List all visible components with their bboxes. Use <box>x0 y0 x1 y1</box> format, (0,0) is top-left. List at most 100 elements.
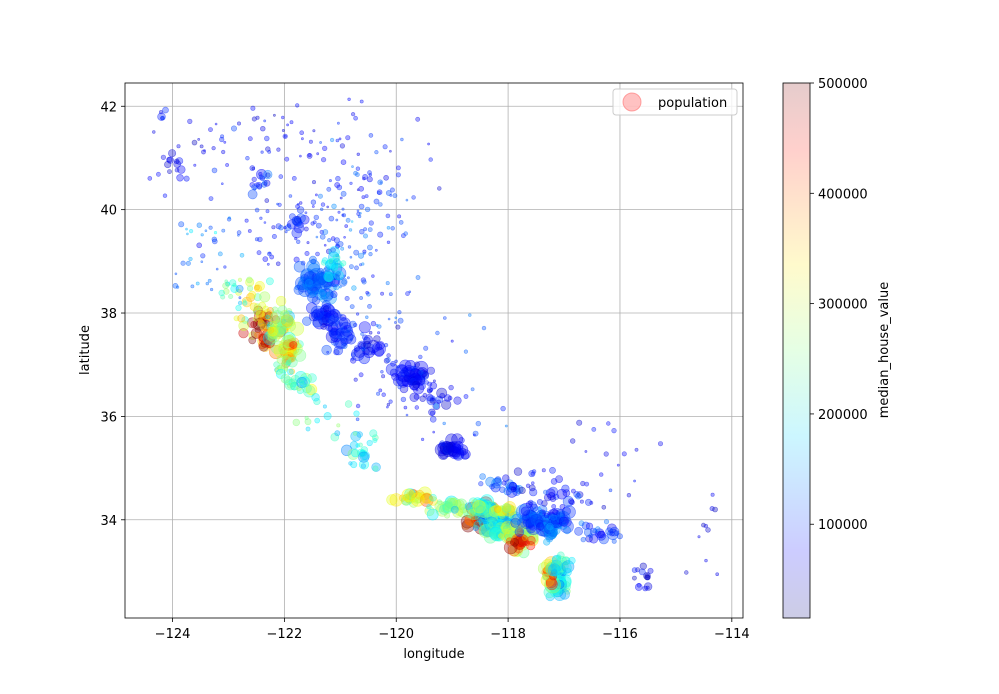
scatter-point-north-valley <box>315 251 320 257</box>
scatter-point-foothills <box>360 332 364 336</box>
scatter-point-north-valley <box>271 234 277 240</box>
colorbar-ticks: 100000 200000 300000 400000 500000 <box>810 77 868 533</box>
scatter-point-high-desert <box>531 481 535 485</box>
scatter-point-san-fernando-valley <box>474 501 489 515</box>
scatter-point-north-coast <box>162 193 168 198</box>
scatter-point-sacramento <box>333 284 340 291</box>
scatter-point-sacramento-suburbs <box>321 257 329 264</box>
scatter-point-san-fernando-valley <box>472 500 486 514</box>
scatter-point-central-valley-scatter <box>386 402 391 407</box>
scatter-point-antelope-valley <box>506 486 518 498</box>
scatter-point-central-valley-scatter <box>395 324 401 330</box>
scatter-point-slo-coast <box>348 461 353 466</box>
scatter-point-redding <box>259 175 266 182</box>
scatter-point-sierra-north <box>390 226 395 231</box>
scatter-point-palm-springs <box>603 519 610 525</box>
scatter-point-far-north <box>193 163 197 167</box>
scatter-point-northeast <box>286 123 290 127</box>
scatter-point-far-north <box>201 149 206 155</box>
scatter-point-central-valley-scatter <box>380 370 384 374</box>
scatter-point-sierra-north <box>400 233 406 239</box>
scatter-point-escondido <box>559 561 572 575</box>
scatter-point-riverside <box>550 513 557 521</box>
scatter-point-north-valley <box>276 202 279 206</box>
scatter-point-far-north <box>272 113 276 117</box>
scatter-point-east-bay <box>280 310 290 320</box>
scatter-point-northeast <box>368 173 372 177</box>
scatter-point-visalia <box>429 415 437 423</box>
scatter-point-far-north <box>289 120 294 125</box>
scatter-point-high-desert <box>573 491 581 498</box>
scatter-point-far-north <box>237 121 242 126</box>
colorbar-label: median_house_value <box>877 282 892 418</box>
scatter-point-san-bernardino <box>545 488 556 499</box>
scatter-point-foothills <box>350 352 356 358</box>
scatter-point-east-bay <box>276 322 283 328</box>
scatter-point-central-valley-scatter <box>410 365 416 371</box>
scatter-point-monterey <box>296 377 308 389</box>
scatter-point-merced <box>363 340 371 349</box>
scatter-point-redding <box>255 182 263 189</box>
scatter-point-north-valley <box>256 250 262 256</box>
x-axis-ticks: −124 −122 −120 −118 −116 −114 <box>155 618 750 642</box>
scatter-point-far-north <box>245 156 250 161</box>
scatter-point-far-north <box>211 146 216 151</box>
scatter-point-northeast <box>428 157 433 162</box>
scatter-point-foothills <box>370 320 377 327</box>
scatter-point-eastern-sierra <box>463 394 469 399</box>
scatter-point-high-desert <box>543 493 552 502</box>
scatter-points <box>147 97 720 602</box>
scatter-point-sacramento <box>306 259 320 274</box>
colorbar-frame <box>782 82 811 619</box>
scatter-point-mojave <box>616 463 620 467</box>
scatter-point-eastern-sierra <box>450 339 454 343</box>
scatter-point-foothills <box>353 322 358 328</box>
scatter-point-foothills <box>361 347 366 352</box>
scatter-point-high-desert <box>508 482 517 491</box>
scatter-point-imperial <box>647 567 654 574</box>
scatter-point-sierra-north <box>377 179 384 186</box>
scatter-point-foothills <box>344 295 350 301</box>
scatter-point-blythe-needles <box>710 492 715 497</box>
scatter-point-san-bernardino <box>562 506 571 516</box>
scatter-point-modesto <box>325 324 333 332</box>
scatter-point-far-north <box>351 112 356 117</box>
scatter-point-mojave <box>634 447 639 452</box>
scatter-point-mendocino <box>238 296 242 300</box>
scatter-point-sierra-north <box>343 236 346 239</box>
scatter-point-mendocino <box>212 238 218 245</box>
scatter-point-pasadena <box>494 505 502 514</box>
scatter-point-far-north <box>247 136 253 142</box>
scatter-point-sf-bay-peninsula <box>258 318 264 324</box>
scatter-point-far-north <box>260 125 266 132</box>
scatter-point-foothills <box>377 324 382 329</box>
scatter-point-mendocino <box>211 236 218 243</box>
scatter-point-mojave <box>551 504 557 509</box>
scatter-point-sierra-north <box>347 245 352 249</box>
scatter-point-sonoma <box>222 282 229 290</box>
scatter-point-far-north <box>187 118 193 124</box>
scatter-point-ventura-oxnard <box>444 512 451 519</box>
scatter-point-sacramento <box>304 278 313 287</box>
scatter-point-long-beach <box>488 522 494 528</box>
scatter-point-blythe-needles <box>705 527 711 533</box>
scatter-point-foothills <box>408 290 412 294</box>
scatter-point-fresno <box>404 360 417 372</box>
scatter-point-eastern-sierra <box>472 430 479 437</box>
legend: population <box>612 88 738 116</box>
scatter-point-mendocino <box>200 233 204 237</box>
scatter-point-santa-barbara <box>404 488 416 500</box>
scatter-point-mendocino <box>176 285 180 289</box>
scatter-point-fresno <box>412 382 425 395</box>
scatter-point-ventura-oxnard <box>426 504 432 510</box>
scatter-point-riverside <box>546 522 554 531</box>
scatter-point-sierra-north <box>357 214 362 219</box>
scatter-point-north-valley <box>263 221 267 224</box>
scatter-point-north-valley <box>275 261 281 267</box>
scatter-point-mojave <box>591 426 597 432</box>
scatter-point-northeast <box>364 194 369 199</box>
scatter-point-blythe-needles <box>684 570 689 575</box>
scatter-point-mendocino <box>190 284 195 289</box>
scatter-point-northeast <box>382 144 388 150</box>
scatter-point-long-beach <box>489 526 503 541</box>
